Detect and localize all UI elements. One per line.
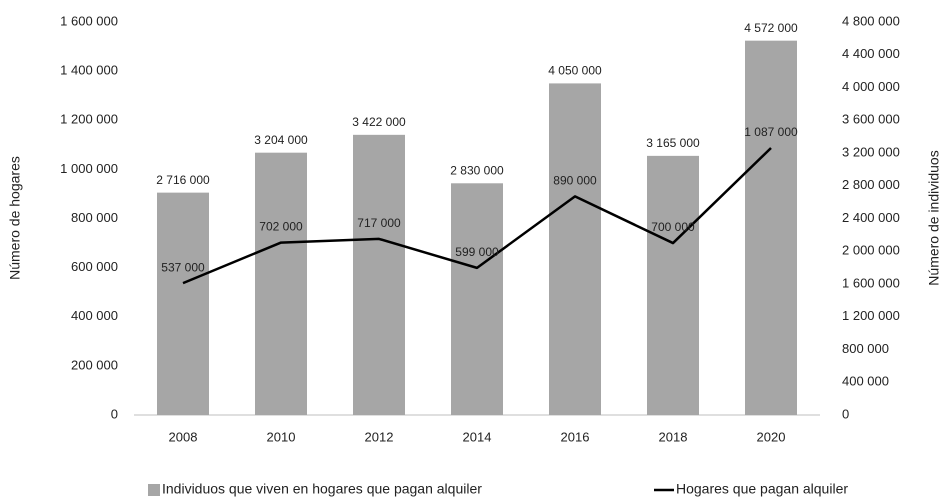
bar — [549, 83, 601, 415]
x-tick-label: 2012 — [365, 429, 394, 444]
y2-tick-label: 800 000 — [842, 341, 889, 356]
x-tick-label: 2020 — [757, 429, 786, 444]
y-tick-label: 800 000 — [71, 210, 118, 225]
y-tick-label: 1 000 000 — [60, 161, 118, 176]
y2-tick-label: 4 400 000 — [842, 46, 900, 61]
bar — [157, 192, 209, 415]
y2-axis-title: Número de individuos — [926, 150, 942, 285]
x-tick-label: 2008 — [169, 429, 198, 444]
y2-tick-label: 3 200 000 — [842, 144, 900, 159]
y2-tick-label: 4 000 000 — [842, 79, 900, 94]
y2-tick-label: 1 600 000 — [842, 275, 900, 290]
y2-tick-label: 2 000 000 — [842, 243, 900, 258]
y-axis-title: Número de hogares — [7, 156, 23, 280]
data-label: 3 422 000 — [352, 115, 406, 129]
x-tick-label: 2016 — [561, 429, 590, 444]
data-label: 3 204 000 — [254, 133, 308, 147]
bar — [647, 155, 699, 415]
data-label: 702 000 — [259, 220, 303, 234]
y-tick-label: 200 000 — [71, 357, 118, 372]
data-label: 890 000 — [553, 174, 597, 188]
data-label: 2 716 000 — [156, 173, 210, 187]
y-tick-label: 1 400 000 — [60, 63, 118, 78]
data-label: 537 000 — [161, 260, 205, 274]
bar — [255, 152, 307, 416]
x-tick-label: 2018 — [659, 429, 688, 444]
y2-tick-label: 2 400 000 — [842, 210, 900, 225]
data-label: 2 830 000 — [450, 163, 504, 177]
y2-tick-label: 4 800 000 — [842, 13, 900, 28]
legend-label: Individuos que viven en hogares que paga… — [162, 481, 482, 497]
data-label: 4 572 000 — [744, 21, 798, 35]
y2-tick-label: 0 — [842, 406, 849, 421]
y-tick-label: 1 600 000 — [60, 13, 118, 28]
legend-label: Hogares que pagan alquiler — [676, 481, 848, 497]
data-label: 717 000 — [357, 216, 401, 230]
x-tick-label: 2010 — [267, 429, 296, 444]
y-tick-label: 0 — [111, 406, 118, 421]
data-label: 1 087 000 — [744, 125, 798, 139]
bar — [451, 183, 503, 415]
y-tick-label: 400 000 — [71, 308, 118, 323]
bar — [353, 134, 405, 416]
data-label: 4 050 000 — [548, 64, 602, 78]
x-tick-label: 2014 — [463, 429, 492, 444]
legend-swatch — [148, 484, 160, 496]
data-label: 599 000 — [455, 245, 499, 259]
line — [182, 147, 772, 285]
data-label: 700 000 — [651, 220, 695, 234]
data-label: 3 165 000 — [646, 136, 700, 150]
y-tick-label: 1 200 000 — [60, 112, 118, 127]
y2-tick-label: 1 200 000 — [842, 308, 900, 323]
y2-tick-label: 400 000 — [842, 374, 889, 389]
y-tick-label: 600 000 — [71, 259, 118, 274]
bar — [745, 40, 797, 415]
y2-tick-label: 3 600 000 — [842, 112, 900, 127]
y2-tick-label: 2 800 000 — [842, 177, 900, 192]
